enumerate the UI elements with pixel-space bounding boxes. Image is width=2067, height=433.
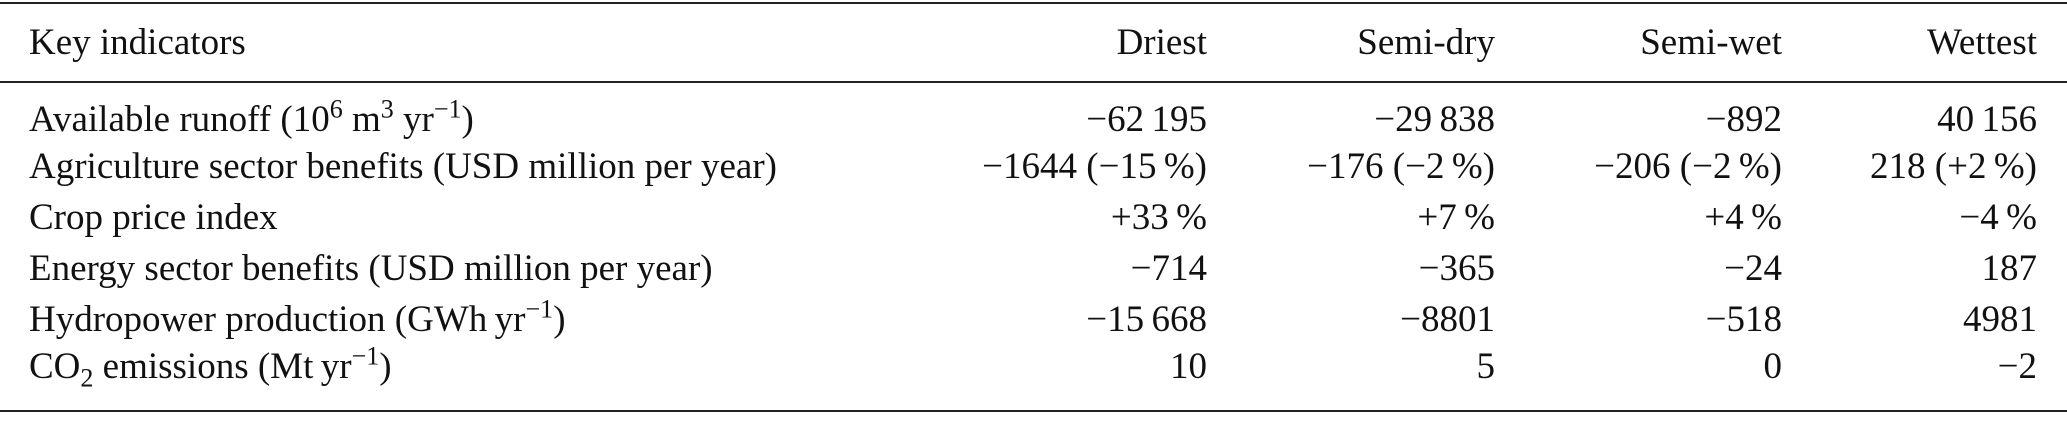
cell: 218 (+2 %) [1870, 146, 2037, 187]
cell: 0 [1763, 346, 1783, 387]
cell: −8801 [1400, 299, 1495, 340]
row-label: Available runoff (106 m3 yr−1) [0, 82, 880, 141]
label-text: Hydropower production (GWh yr [29, 299, 526, 340]
label-text: Agriculture sector benefits (USD million… [29, 146, 777, 187]
cell: +4 % [1704, 197, 1782, 238]
table-row: Energy sector benefits (USD million per … [0, 243, 2067, 294]
label-text: m [342, 99, 381, 140]
row-label: Crop price index [0, 192, 880, 243]
label-sup: −1 [525, 294, 554, 324]
label-text: yr [393, 99, 434, 140]
row-label: CO2 emissions (Mt yr−1) [0, 341, 880, 411]
header-cell: Driest [1116, 22, 1207, 63]
header-cell: Semi-dry [1357, 22, 1495, 63]
table-row: Hydropower production (GWh yr−1) −15 668… [0, 294, 2067, 345]
cell: 4981 [1963, 299, 2037, 340]
cell: −1644 (−15 %) [982, 146, 1207, 187]
label-text: Crop price index [29, 197, 278, 238]
cell: −714 [1130, 248, 1207, 289]
cell: −4 % [1959, 197, 2037, 238]
cell: −176 (−2 %) [1307, 146, 1495, 187]
cell: 40 156 [1937, 99, 2037, 140]
label-sup: −1 [433, 94, 462, 124]
label-text: ) [379, 346, 392, 387]
label-text: ) [461, 99, 474, 140]
row-label: Agriculture sector benefits (USD million… [0, 141, 880, 192]
cell: +33 % [1110, 197, 1207, 238]
header-cell: Key indicators [29, 22, 246, 63]
cell: +7 % [1417, 197, 1495, 238]
cell: −892 [1705, 99, 1782, 140]
cell: −62 195 [1086, 99, 1207, 140]
cell: −15 668 [1086, 299, 1207, 340]
cell: 5 [1476, 346, 1496, 387]
label-text: emissions (Mt yr [93, 346, 352, 387]
label-text: CO [29, 346, 81, 387]
cell: −365 [1418, 248, 1495, 289]
label-text: ) [553, 299, 566, 340]
cell: 10 [1170, 346, 1207, 387]
cell: −206 (−2 %) [1594, 146, 1782, 187]
row-label: Energy sector benefits (USD million per … [0, 243, 880, 294]
label-text: Available runoff (10 [29, 99, 330, 140]
header-row: Key indicators Driest Semi-dry Semi-wet … [0, 3, 2067, 82]
cell: −24 [1724, 248, 1782, 289]
cell: −518 [1705, 299, 1782, 340]
label-sub: 2 [80, 363, 94, 393]
label-sup: 6 [329, 94, 343, 124]
table-row: CO2 emissions (Mt yr−1) 10 5 0 −2 [0, 341, 2067, 411]
cell: −29 838 [1374, 99, 1495, 140]
label-sup: −1 [351, 341, 380, 371]
header-cell: Wettest [1926, 22, 2037, 63]
table-row: Agriculture sector benefits (USD million… [0, 141, 2067, 192]
table-row: Crop price index +33 % +7 % +4 % −4 % [0, 192, 2067, 243]
table-row: Available runoff (106 m3 yr−1) −62 195 −… [0, 82, 2067, 141]
row-label: Hydropower production (GWh yr−1) [0, 294, 880, 345]
cell: −2 [1997, 346, 2037, 387]
cell: 187 [1981, 248, 2038, 289]
label-sup: 3 [380, 94, 394, 124]
indicator-table: Key indicators Driest Semi-dry Semi-wet … [0, 2, 2067, 412]
label-text: Energy sector benefits (USD million per … [29, 248, 713, 289]
header-cell: Semi-wet [1640, 22, 1782, 63]
